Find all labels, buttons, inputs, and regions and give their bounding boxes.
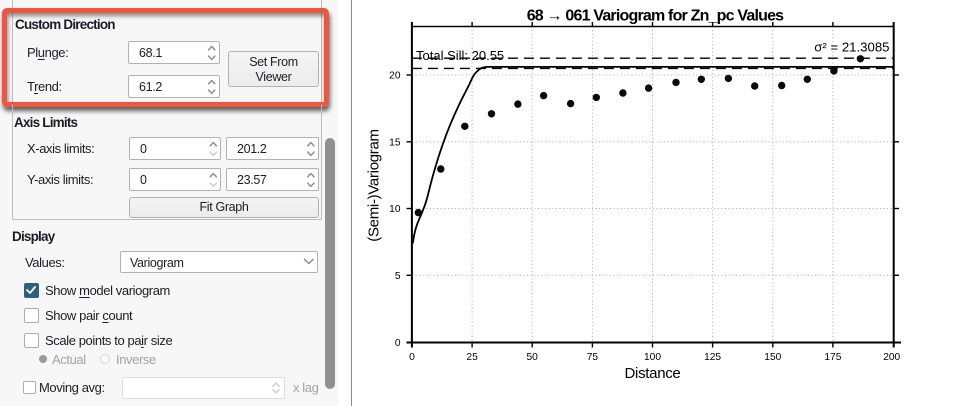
svg-text:Distance: Distance <box>625 365 681 382</box>
svg-text:68 → 061 Variogram for Zn_pc V: 68 → 061 Variogram for Zn_pc Values <box>527 8 784 25</box>
svg-text:175: 175 <box>824 352 841 363</box>
svg-text:15: 15 <box>389 138 401 149</box>
svg-text:75: 75 <box>587 352 599 363</box>
svg-text:0: 0 <box>409 352 415 363</box>
svg-text:125: 125 <box>704 352 721 363</box>
svg-text:5: 5 <box>395 271 401 282</box>
svg-text:Total Sill: 20.55: Total Sill: 20.55 <box>416 48 504 63</box>
svg-text:100: 100 <box>644 352 661 363</box>
svg-text:200: 200 <box>883 352 900 363</box>
svg-text:25: 25 <box>466 352 478 363</box>
svg-text:0: 0 <box>395 338 401 349</box>
svg-text:σ² = 21.3085: σ² = 21.3085 <box>814 40 889 55</box>
svg-text:50: 50 <box>527 352 539 363</box>
svg-text:150: 150 <box>764 352 781 363</box>
svg-text:(Semi-)Variogram: (Semi-)Variogram <box>366 129 383 241</box>
svg-text:20: 20 <box>389 71 401 82</box>
svg-text:10: 10 <box>389 204 401 215</box>
